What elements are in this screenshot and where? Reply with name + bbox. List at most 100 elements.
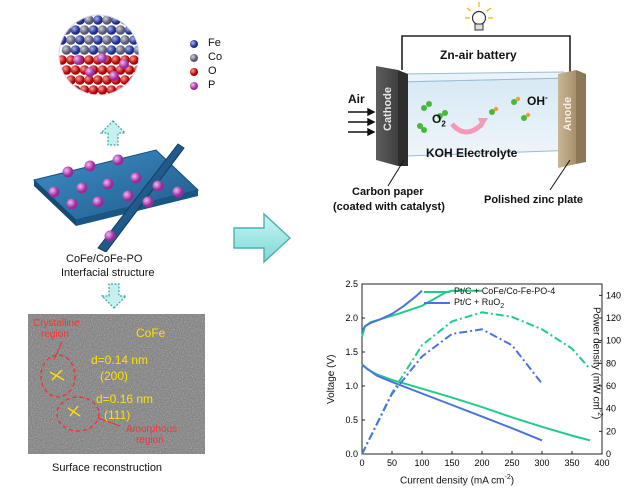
d-spacing-2: d=0.16 nm xyxy=(96,392,154,406)
discharge-curve-2 xyxy=(361,364,543,442)
xlabel-sup: -2 xyxy=(504,474,511,481)
y-tick-label: 1.5 xyxy=(345,347,358,357)
atom xyxy=(124,45,135,55)
atom xyxy=(102,35,112,45)
atom xyxy=(106,45,117,55)
pointer-lines xyxy=(387,160,571,191)
plane-1: (200) xyxy=(100,369,129,383)
x-tick-label: 300 xyxy=(534,458,549,468)
atom xyxy=(84,15,94,25)
carbon-paper-label-1: Carbon paper xyxy=(352,186,424,198)
atom xyxy=(84,55,94,65)
crystalline-label-2: region xyxy=(41,329,69,340)
x-tick-label: 50 xyxy=(387,458,397,468)
y2-axis-label: Power density (mW cm-2) xyxy=(591,307,603,419)
x-axis-label: Current density (mA cm-2) xyxy=(400,474,514,486)
up-arrow-icon xyxy=(100,120,126,146)
power-curve-2 xyxy=(361,328,543,455)
crystalline-label-1: Crystalline xyxy=(33,318,80,329)
o2-text: O xyxy=(432,112,442,126)
atomic-model-sphere xyxy=(58,14,140,96)
tem-caption: Surface reconstruction xyxy=(52,462,163,474)
atom xyxy=(129,55,139,65)
right-arrow-icon xyxy=(233,212,292,264)
atom xyxy=(66,55,76,65)
amorphous-label-1: Amorphous xyxy=(126,424,178,435)
polarization-chart: 0 50 100 150 200 250 300 350 4000.00.51.01.52.02… xyxy=(345,279,621,468)
xlabel-text: Current density (mA cm xyxy=(400,475,505,487)
atom xyxy=(66,35,76,45)
atom xyxy=(138,75,139,85)
p-atom xyxy=(97,53,107,63)
legend-label-1: Pt/C + CoFe/Co-Fe-PO-4 xyxy=(454,286,556,296)
interface-caption-1: CoFe/CoFe-PO xyxy=(66,253,143,265)
atom xyxy=(59,15,67,25)
y2label-end: ) xyxy=(590,416,602,420)
y-axis-label: Voltage (V) xyxy=(326,354,337,404)
x-tick-label: 200 xyxy=(474,458,489,468)
atom xyxy=(120,35,130,45)
tem-noise xyxy=(28,314,205,454)
legend-o: O xyxy=(208,65,217,77)
y-tick-label: 0.5 xyxy=(345,415,358,425)
atom xyxy=(138,35,139,45)
y2-tick-label: 100 xyxy=(606,336,621,346)
battery-title: Zn-air battery xyxy=(440,48,517,62)
o2-molecules xyxy=(417,101,448,133)
cathode-label: Cathode xyxy=(382,87,394,131)
atom xyxy=(97,25,108,35)
atom xyxy=(97,45,108,55)
atom xyxy=(79,25,90,35)
atom xyxy=(88,45,99,55)
phosphorus-ball xyxy=(102,178,114,190)
phosphorus-ball xyxy=(76,182,88,194)
phosphorus-ball xyxy=(62,166,74,178)
atom xyxy=(84,35,94,45)
y-tick-label: 0.0 xyxy=(345,449,358,459)
legend-fe: Fe xyxy=(208,37,221,49)
o2-subscript: 2 xyxy=(441,119,446,129)
x-tick-label: 150 xyxy=(444,458,459,468)
atom xyxy=(75,35,85,45)
anode-label: Anode xyxy=(562,96,574,131)
plane-2: (111) xyxy=(104,408,131,422)
atom xyxy=(88,25,99,35)
atom xyxy=(70,65,81,75)
atom xyxy=(93,35,103,45)
phosphorus-ball xyxy=(172,186,184,198)
air-label: Air xyxy=(348,92,365,106)
charge-curve-2 xyxy=(361,290,423,333)
atom xyxy=(79,45,90,55)
atom xyxy=(133,85,139,95)
atom xyxy=(102,15,112,25)
carbon-paper-label-2: (coated with catalyst) xyxy=(333,201,445,213)
atom xyxy=(97,65,108,75)
x-tick-label: 400 xyxy=(594,458,609,468)
oh-text: OH xyxy=(527,94,545,108)
power-curve-1 xyxy=(361,311,591,455)
phosphorus-ball xyxy=(152,180,164,192)
oh-superscript: - xyxy=(545,93,548,102)
legend-co: Co xyxy=(208,51,223,63)
phosphorus-ball xyxy=(142,196,154,208)
amorphous-label-2: region xyxy=(136,435,164,446)
atom xyxy=(84,75,94,85)
atom xyxy=(93,75,103,85)
phosphorus-ball xyxy=(112,154,124,166)
y2-tick-label: 40 xyxy=(606,404,616,414)
xlabel-end: ) xyxy=(510,475,515,487)
y2-tick-label: 80 xyxy=(606,358,616,368)
atom xyxy=(120,75,130,85)
y2-tick-label: 20 xyxy=(606,426,616,436)
atom xyxy=(133,25,139,35)
oh-ions xyxy=(489,96,531,121)
p-atom xyxy=(119,59,129,69)
down-arrow-icon xyxy=(101,283,127,309)
legend-label-2-sub: 2 xyxy=(500,302,505,310)
atom xyxy=(111,35,121,45)
y-tick-label: 1.0 xyxy=(345,381,358,391)
phosphorus-ball xyxy=(122,190,134,202)
y2-tick-label: 140 xyxy=(606,290,621,300)
y2label-text: Power density (mW cm xyxy=(590,307,602,410)
atom xyxy=(93,15,103,25)
